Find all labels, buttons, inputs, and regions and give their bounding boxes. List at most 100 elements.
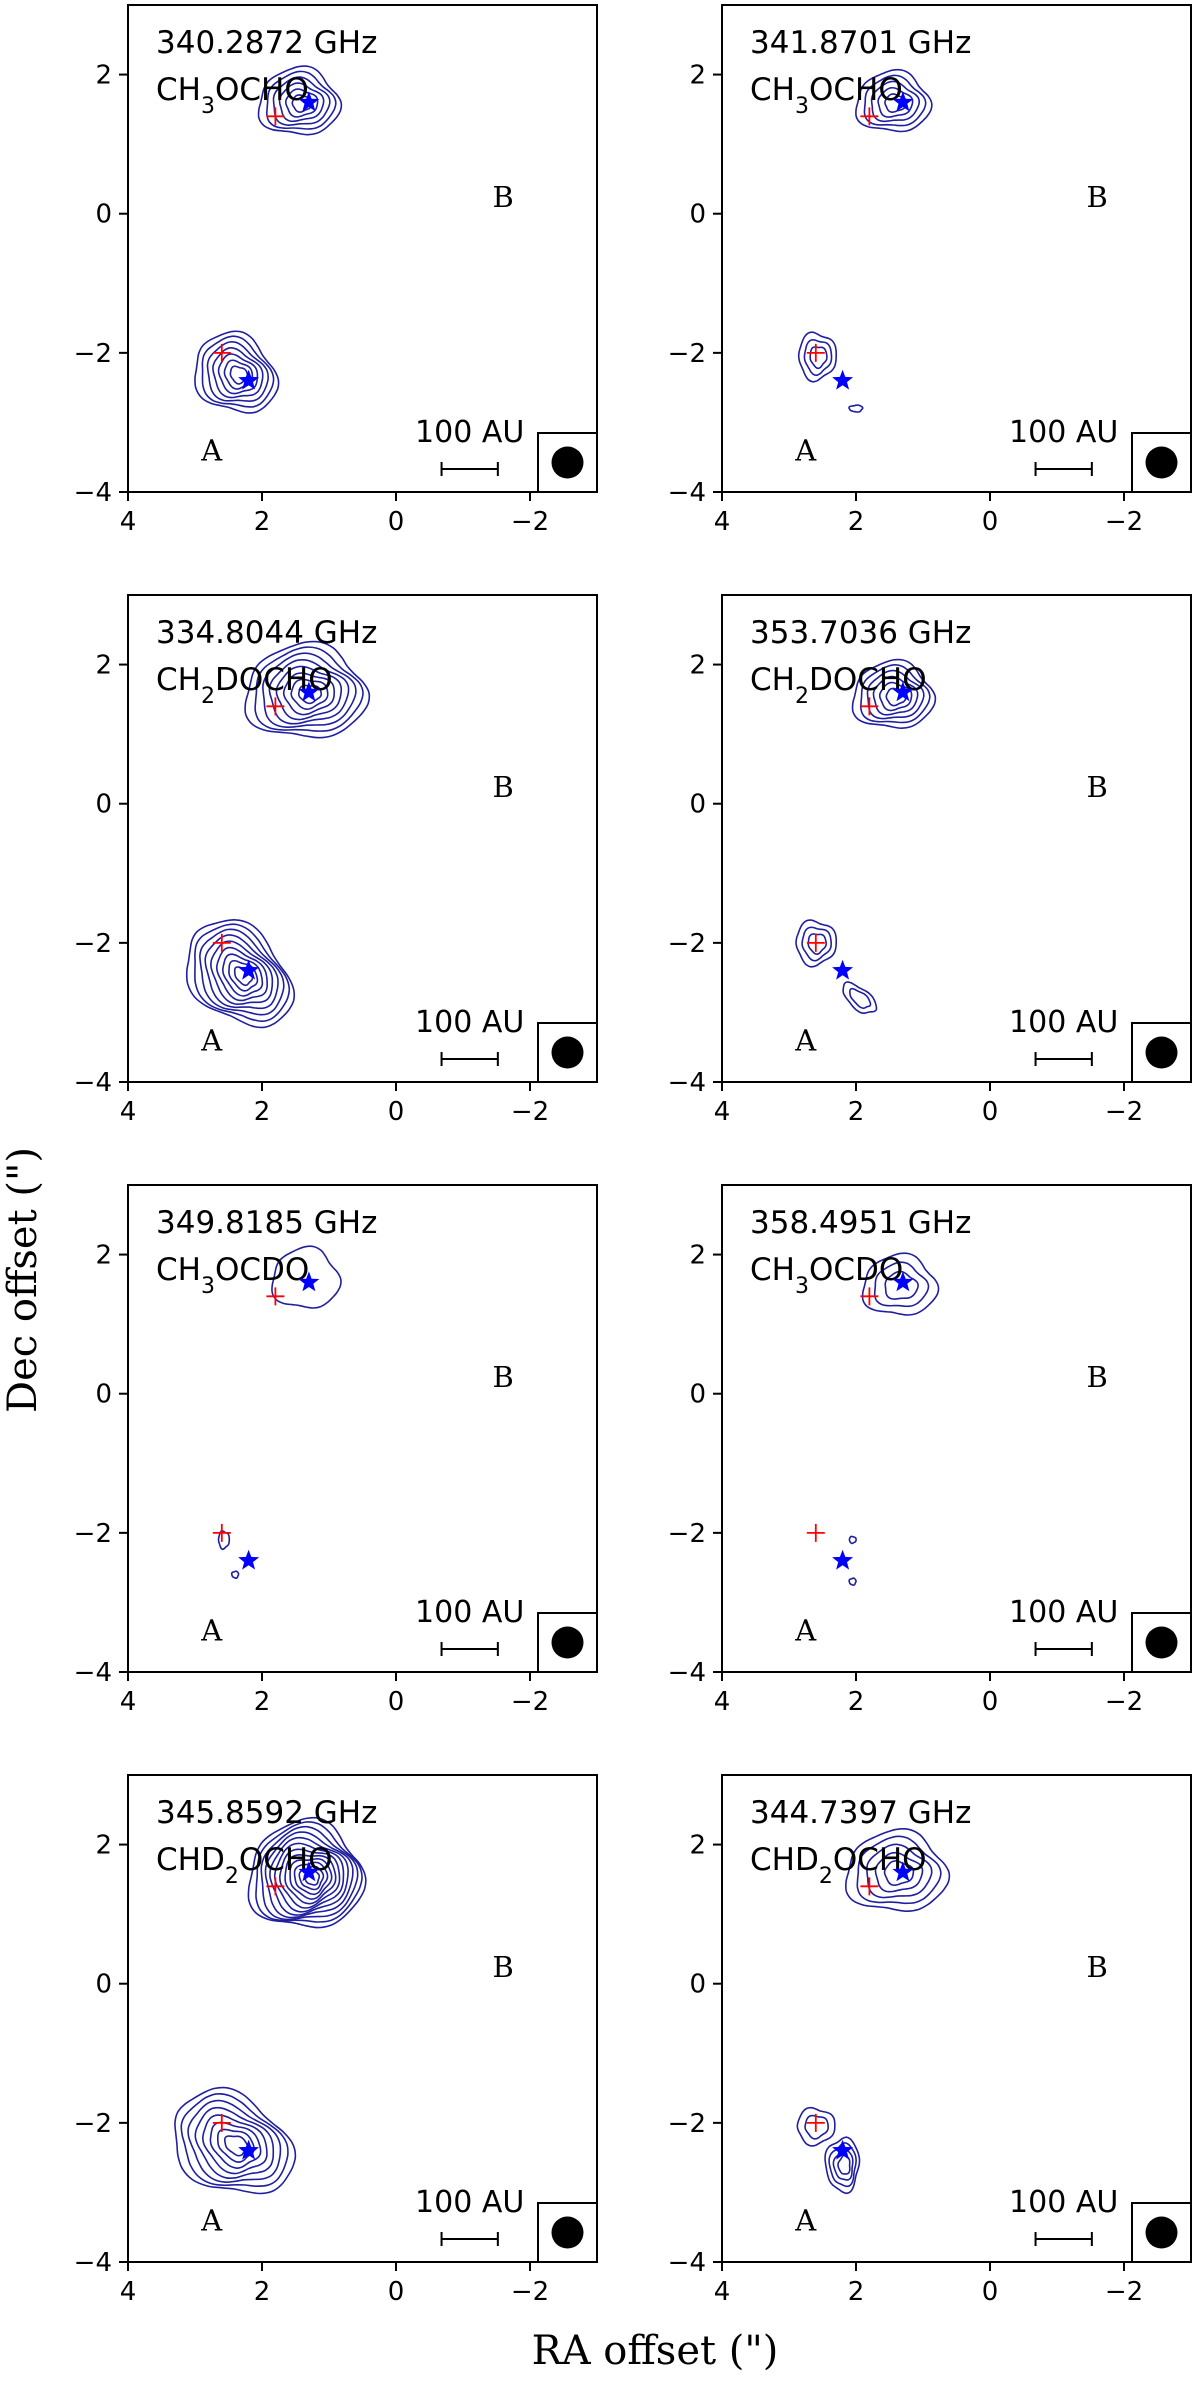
source-label-b: B (1087, 1950, 1108, 1984)
x-tick-label: 4 (714, 2277, 731, 2307)
scale-bar (1034, 1642, 1093, 1657)
plot-frame (721, 1774, 1192, 2263)
x-tick-label: −2 (1105, 1097, 1143, 1127)
x-tick-label: 2 (848, 1687, 865, 1717)
continuum-peak-marker (806, 343, 825, 362)
x-tick-label: 4 (714, 1097, 731, 1127)
continuum-peak-marker (212, 343, 231, 362)
contour-line (244, 640, 371, 739)
panel-5: 4 2 0 −2 2 0 −2 −4 349.8185 GHz CH3OCDO A B 100 AU (74, 1184, 598, 1717)
plot-frame (721, 594, 1192, 1083)
contour-line (201, 2114, 268, 2175)
frequency-label: 345.8592 GHz (156, 1795, 377, 1831)
y-tick-label: 0 (95, 1970, 112, 2000)
contour-line (229, 365, 249, 385)
contour-line (201, 335, 275, 408)
frequency-label: 353.7036 GHz (750, 615, 971, 651)
continuum-peak-marker (212, 2113, 231, 2132)
x-tick-label: 2 (254, 1097, 271, 1127)
contour-line (801, 926, 833, 962)
contour-line (254, 646, 364, 732)
scale-bar (1034, 1052, 1093, 1067)
molecule-label: CH3OCDO (156, 1252, 309, 1299)
source-label-b: B (493, 1360, 514, 1394)
contour-line (807, 933, 828, 956)
contour-line (194, 2106, 275, 2180)
y-tick-label: 0 (95, 200, 112, 230)
protostar-marker (238, 1549, 260, 1570)
contour-line (291, 94, 313, 113)
y-tick-label: −2 (74, 339, 112, 369)
molecule-label: CHD2OCHO (156, 1842, 333, 1889)
protostar-marker (298, 1271, 320, 1292)
scale-bar-label: 100 AU (1009, 2185, 1118, 2220)
beam-ellipse (1145, 446, 1178, 479)
continuum-peak-marker (212, 933, 231, 952)
y-tick-label: 0 (95, 1380, 112, 1410)
contour-line (884, 93, 907, 114)
source-label-b: B (1087, 180, 1108, 214)
source-label-a: A (200, 434, 223, 468)
contour-line (855, 68, 933, 133)
x-tick-label: 0 (388, 1097, 405, 1127)
protostar-marker (238, 2139, 260, 2160)
x-tick-label: 4 (120, 1097, 137, 1127)
contour-line (824, 2136, 861, 2195)
contour-group (848, 1252, 940, 1586)
contour-line (809, 346, 828, 370)
scale-bar-label: 100 AU (415, 2185, 524, 2220)
beam-ellipse (551, 1626, 584, 1659)
y-tick-label: 0 (95, 790, 112, 820)
plot-frame (127, 594, 598, 1083)
y-tick-label: 2 (95, 61, 112, 91)
scale-bar (1034, 2232, 1093, 2247)
contour-line (221, 953, 264, 997)
protostar-marker (892, 1271, 914, 1292)
y-tick-label: 2 (689, 61, 706, 91)
contour-group (795, 658, 937, 1015)
scale-bar (440, 1052, 499, 1067)
source-label-a: A (794, 1024, 817, 1058)
contour-line (223, 2135, 249, 2157)
continuum-peak-marker (860, 1287, 879, 1306)
contour-line (844, 1828, 951, 1913)
protostar-marker (892, 681, 914, 702)
protostar-marker (832, 369, 854, 390)
contour-line (848, 404, 864, 413)
x-tick-label: −2 (1105, 1687, 1143, 1717)
contour-line (848, 1535, 857, 1545)
contour-line (206, 341, 270, 402)
panel-6: 4 2 0 −2 2 0 −2 −4 358.4951 GHz CH3OCDO A B 100 AU (668, 1184, 1192, 1717)
plot-frame (127, 1184, 598, 1673)
beam-ellipse (1145, 1036, 1178, 1069)
source-label-a: A (200, 1024, 223, 1058)
molecule-label: CH3OCHO (156, 72, 309, 119)
panel-4: 4 2 0 −2 2 0 −2 −4 353.7036 GHz CH2DOCHO A B 100 AU (668, 594, 1192, 1127)
y-tick-label: −2 (668, 339, 706, 369)
contour-line (803, 339, 833, 377)
beam-ellipse (1145, 1626, 1178, 1659)
contour-line (269, 1836, 349, 1916)
x-tick-label: 4 (120, 1687, 137, 1717)
contour-line (877, 86, 914, 118)
contour-line (293, 1861, 329, 1896)
contour-group (797, 68, 933, 413)
protostar-marker (238, 369, 260, 390)
contour-line (863, 74, 927, 127)
contour-line (247, 1816, 367, 1929)
contour-line (828, 2142, 857, 2188)
plot-frame (721, 1184, 1192, 1673)
plot-frame (127, 4, 598, 493)
y-tick-label: 2 (95, 651, 112, 681)
continuum-peak-marker (212, 1523, 231, 1542)
contour-line (804, 2114, 829, 2140)
x-tick-label: −2 (1105, 2277, 1143, 2307)
panel-8: 4 2 0 −2 2 0 −2 −4 344.7397 GHz CHD2OCHO A B 100 AU (668, 1774, 1192, 2307)
continuum-peak-marker (266, 697, 285, 716)
contour-line (849, 987, 872, 1010)
frequency-label: 349.8185 GHz (156, 1205, 377, 1241)
scale-bar (440, 462, 499, 477)
protostar-marker (832, 2139, 854, 2160)
contour-line (199, 928, 285, 1016)
